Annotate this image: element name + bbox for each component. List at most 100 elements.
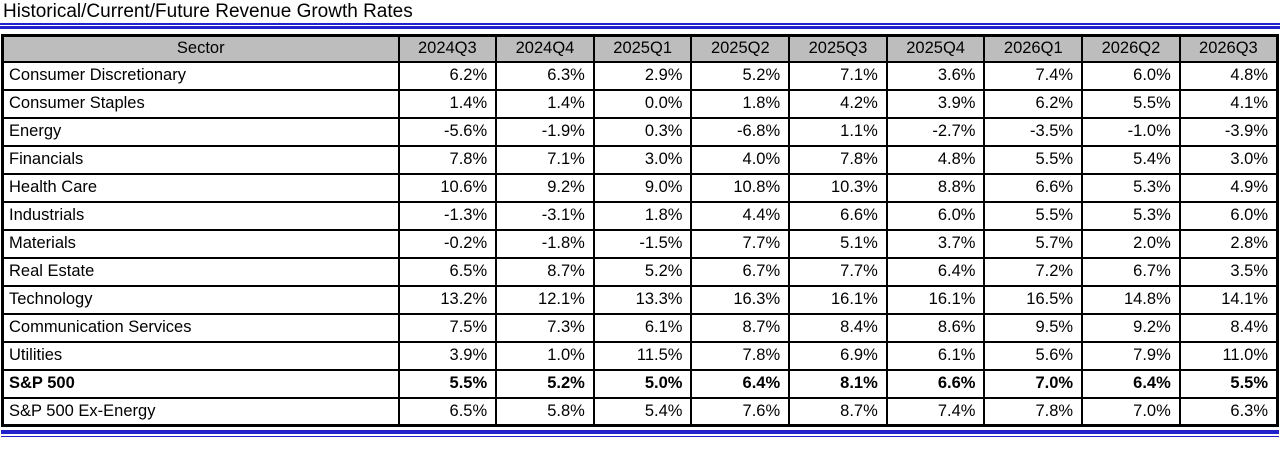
growth-value-cell: 5.4% <box>1081 144 1181 175</box>
growth-value-cell: 7.0% <box>1081 396 1181 427</box>
growth-value-cell: 5.5% <box>983 144 1084 175</box>
table-row: Real Estate 6.5% 8.7% 5.2% 6.7% 7.7% 6.4% 7.2% 6… <box>1 256 1279 287</box>
growth-value-cell: -2.7% <box>885 116 986 147</box>
growth-value-cell: 6.1% <box>885 340 986 371</box>
sector-name-cell: Health Care <box>1 172 400 203</box>
growth-value-cell: 4.8% <box>885 144 986 175</box>
table-row: Utilities 3.9% 1.0% 11.5% 7.8% 6.9% 6.1% 5.6% 7.… <box>1 340 1279 371</box>
column-header-quarter: 2025Q3 <box>788 34 888 63</box>
growth-value-cell: 6.9% <box>788 340 888 371</box>
column-header-quarter: 2026Q3 <box>1178 34 1279 63</box>
growth-value-cell: 6.6% <box>983 172 1084 203</box>
growth-value-cell: 1.0% <box>495 340 595 371</box>
growth-value-cell: -3.5% <box>983 116 1084 147</box>
growth-value-cell: 3.7% <box>885 228 986 259</box>
growth-value-cell: -3.9% <box>1178 116 1279 147</box>
growth-value-cell: 7.7% <box>788 256 888 287</box>
growth-value-cell: -1.0% <box>1081 116 1181 147</box>
growth-value-cell: 5.3% <box>1081 172 1181 203</box>
sector-name-cell: Real Estate <box>1 256 400 287</box>
sector-name-cell: Energy <box>1 116 400 147</box>
revenue-growth-table: Sector 2024Q3 2024Q4 2025Q1 2025Q2 2025Q3 202… <box>1 34 1279 427</box>
growth-value-cell: 6.5% <box>397 396 498 427</box>
growth-value-cell: 5.7% <box>983 228 1084 259</box>
table-bottom-rule <box>1 430 1279 437</box>
growth-value-cell: 6.0% <box>1178 200 1279 231</box>
growth-value-cell: 7.3% <box>495 312 595 343</box>
growth-value-cell: 8.7% <box>495 256 595 287</box>
growth-value-cell: 2.8% <box>1178 228 1279 259</box>
column-header-sector: Sector <box>1 34 400 63</box>
growth-value-cell: 7.2% <box>983 256 1084 287</box>
growth-value-cell: 16.3% <box>690 284 791 315</box>
growth-value-cell: 6.6% <box>788 200 888 231</box>
growth-value-cell: 6.2% <box>397 60 498 91</box>
growth-value-cell: 5.5% <box>397 368 498 399</box>
growth-value-cell: 6.1% <box>592 312 693 343</box>
growth-value-cell: 3.0% <box>592 144 693 175</box>
table-row: Consumer Discretionary 6.2% 6.3% 2.9% 5.2% 7.… <box>1 60 1279 91</box>
growth-value-cell: 5.5% <box>1178 368 1279 399</box>
growth-value-cell: 3.9% <box>397 340 498 371</box>
growth-value-cell: 7.8% <box>397 144 498 175</box>
growth-value-cell: 7.1% <box>495 144 595 175</box>
growth-value-cell: 3.9% <box>885 88 986 119</box>
growth-value-cell: 5.5% <box>1081 88 1181 119</box>
page-title: Historical/Current/Future Revenue Growth… <box>3 1 413 22</box>
growth-value-cell: 3.0% <box>1178 144 1279 175</box>
growth-value-cell: 5.2% <box>495 368 595 399</box>
growth-value-cell: 10.3% <box>788 172 888 203</box>
sector-name-cell: Consumer Discretionary <box>1 60 400 91</box>
growth-value-cell: 11.0% <box>1178 340 1279 371</box>
growth-value-cell: 7.5% <box>397 312 498 343</box>
growth-value-cell: 7.7% <box>690 228 791 259</box>
growth-value-cell: 5.2% <box>690 60 791 91</box>
growth-value-cell: 8.4% <box>1178 312 1279 343</box>
sector-name-cell: Materials <box>1 228 400 259</box>
growth-value-cell: 0.0% <box>592 88 693 119</box>
growth-value-cell: 4.0% <box>690 144 791 175</box>
growth-value-cell: 6.0% <box>885 200 986 231</box>
growth-value-cell: 13.3% <box>592 284 693 315</box>
growth-value-cell: 6.4% <box>1081 368 1181 399</box>
growth-value-cell: 10.6% <box>397 172 498 203</box>
header-row: Sector 2024Q3 2024Q4 2025Q1 2025Q2 2025Q3 202… <box>1 34 1279 63</box>
growth-value-cell: 1.8% <box>592 200 693 231</box>
growth-value-cell: 9.5% <box>983 312 1084 343</box>
growth-value-cell: 5.1% <box>788 228 888 259</box>
growth-value-cell: 1.4% <box>397 88 498 119</box>
growth-value-cell: 16.1% <box>788 284 888 315</box>
sector-name-cell: Consumer Staples <box>1 88 400 119</box>
table-row: Communication Services 7.5% 7.3% 6.1% 8.7% 8.… <box>1 312 1279 343</box>
growth-value-cell: 1.4% <box>495 88 595 119</box>
growth-value-cell: 5.6% <box>983 340 1084 371</box>
sector-name-cell: Utilities <box>1 340 400 371</box>
growth-value-cell: 5.5% <box>983 200 1084 231</box>
growth-value-cell: 9.2% <box>495 172 595 203</box>
growth-value-cell: 7.8% <box>983 396 1084 427</box>
growth-value-cell: -1.8% <box>495 228 595 259</box>
growth-value-cell: 4.2% <box>788 88 888 119</box>
growth-value-cell: 5.0% <box>592 368 693 399</box>
growth-value-cell: 6.5% <box>397 256 498 287</box>
growth-value-cell: 16.5% <box>983 284 1084 315</box>
growth-value-cell: 16.1% <box>885 284 986 315</box>
growth-value-cell: -1.3% <box>397 200 498 231</box>
growth-value-cell: 6.3% <box>495 60 595 91</box>
growth-value-cell: 10.8% <box>690 172 791 203</box>
growth-value-cell: -1.5% <box>592 228 693 259</box>
table-row: Industrials -1.3% -3.1% 1.8% 4.4% 6.6% 6.0% 5.5… <box>1 200 1279 231</box>
growth-value-cell: 6.3% <box>1178 396 1279 427</box>
sector-name-cell: Technology <box>1 284 400 315</box>
growth-value-cell: 2.9% <box>592 60 693 91</box>
table-row: Materials -0.2% -1.8% -1.5% 7.7% 5.1% 3.7% 5.7%… <box>1 228 1279 259</box>
growth-value-cell: 2.0% <box>1081 228 1181 259</box>
column-header-quarter: 2025Q1 <box>592 34 693 63</box>
column-header-quarter: 2026Q2 <box>1081 34 1181 63</box>
growth-value-cell: 12.1% <box>495 284 595 315</box>
growth-value-cell: 6.4% <box>885 256 986 287</box>
growth-value-cell: 4.1% <box>1178 88 1279 119</box>
growth-value-cell: 8.7% <box>690 312 791 343</box>
growth-value-cell: 8.1% <box>788 368 888 399</box>
